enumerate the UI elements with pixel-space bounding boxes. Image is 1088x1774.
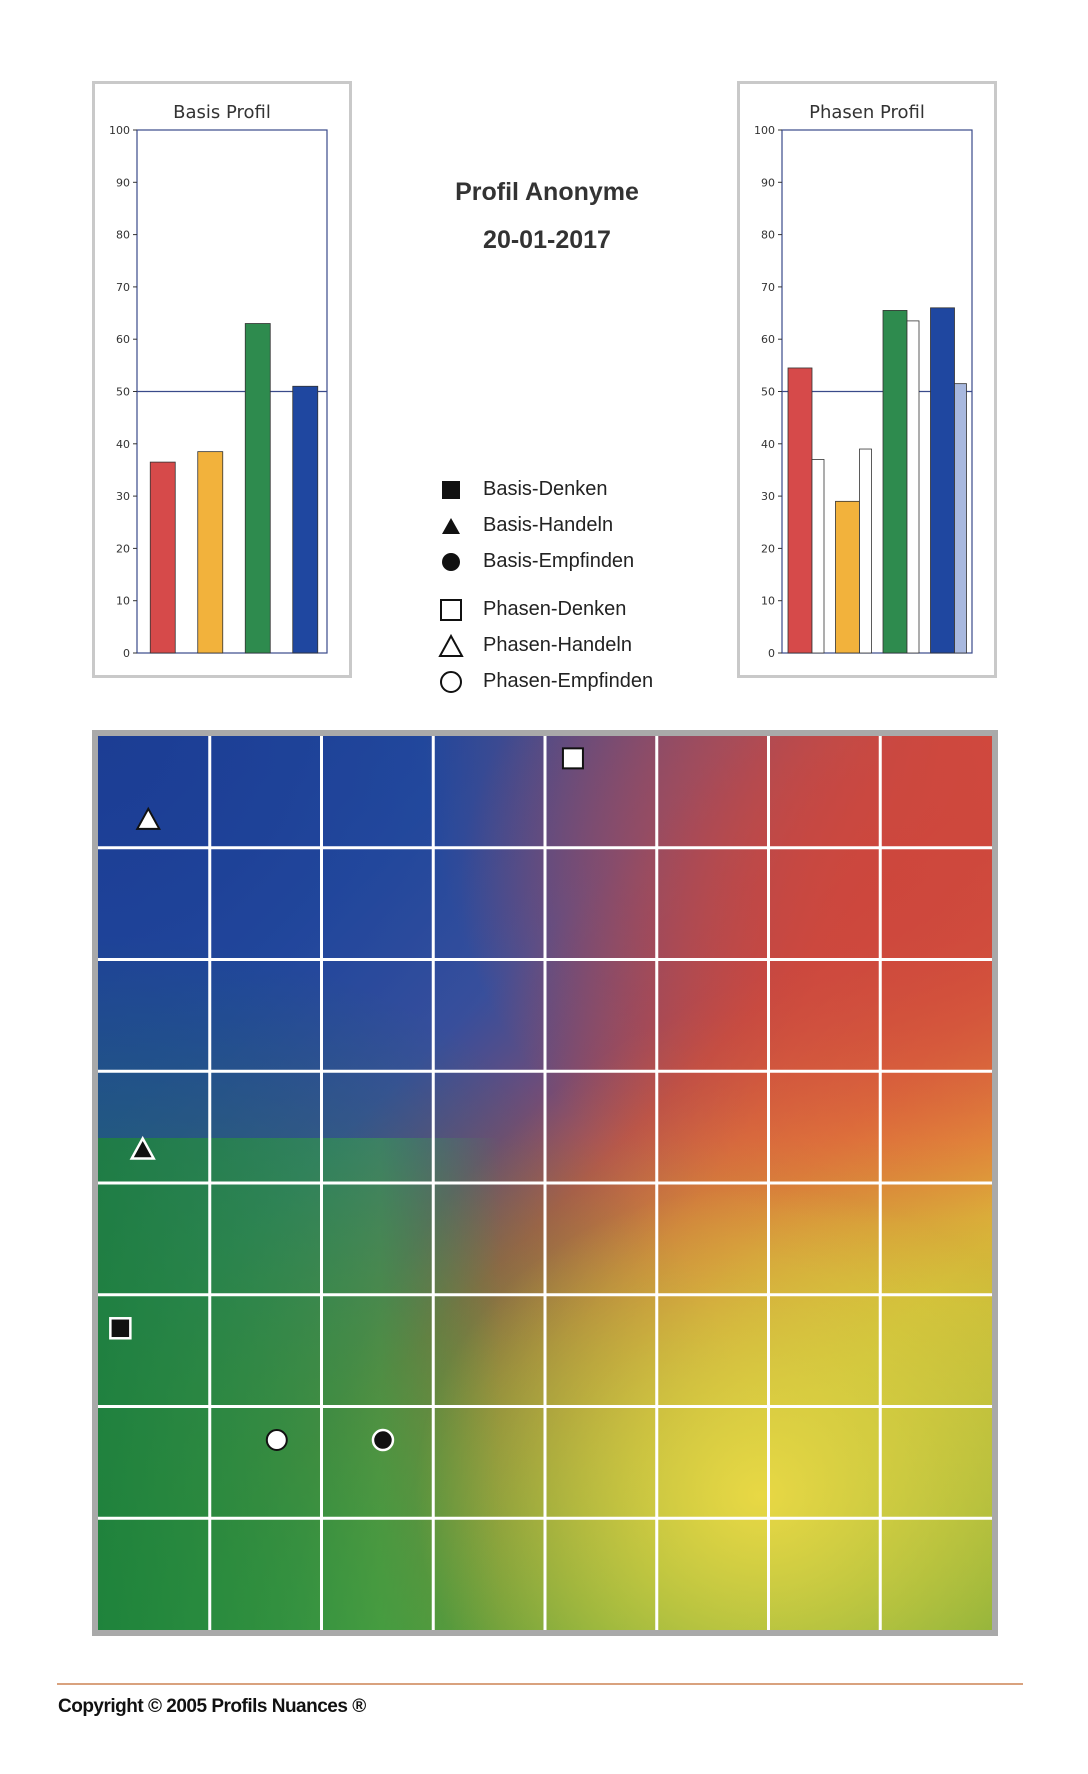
basis-profil-svg: Basis Profil 0 10 20 30 40 50 60 70 80 90 100 [109, 102, 328, 660]
y-tick-label: 30 [116, 490, 130, 503]
y-tick-label: 10 [761, 595, 775, 608]
bar [292, 385, 319, 654]
y-tick-label: 90 [116, 176, 130, 189]
marker-basis-denken [109, 1317, 132, 1340]
copyright-text: Copyright © 2005 Profils Nuances ® [58, 1696, 366, 1717]
bar [882, 310, 908, 654]
marker-basis-handeln [129, 1135, 156, 1160]
y-tick-label: 20 [116, 542, 130, 555]
legend-label: Basis-Handeln [483, 514, 614, 536]
y-tick-label: 30 [761, 490, 775, 503]
profile-date: 20-01-2017 [483, 226, 611, 254]
legend-item-phasen-empfinden: Phasen-Empfinden [438, 669, 698, 695]
y-tick-label: 50 [761, 386, 775, 399]
y-tick-label: 0 [123, 647, 130, 660]
filled-circle-icon [442, 553, 460, 571]
y-tick-label: 80 [761, 229, 775, 242]
marker-phasen-empfinden [265, 1429, 288, 1452]
marker-phasen-handeln [135, 806, 161, 830]
phase-bar [811, 459, 825, 654]
y-tick-label: 60 [116, 333, 130, 346]
legend-label: Phasen-Empfinden [483, 670, 654, 692]
y-tick-label: 0 [768, 647, 775, 660]
marker-basis-empfinden [371, 1428, 395, 1452]
y-tick-label: 100 [754, 124, 775, 137]
marker-phasen-denken [561, 747, 584, 770]
y-tick-label: 90 [761, 176, 775, 189]
y-tick-label: 70 [116, 281, 130, 294]
y-tick-label: 40 [761, 438, 775, 451]
y-tick-label: 10 [116, 595, 130, 608]
y-tick-label: 70 [761, 281, 775, 294]
open-circle-icon [440, 671, 462, 693]
bar [244, 323, 271, 654]
legend-item-basis-empfinden: Basis-Empfinden [438, 549, 698, 575]
phasen-profil-chart: Phasen Profil 0 10 20 30 40 50 60 70 80 90 100 [737, 81, 997, 678]
bar [835, 500, 860, 654]
phase-bar [859, 448, 872, 654]
bar [787, 367, 813, 654]
legend-item-basis-handeln: Basis-Handeln [438, 513, 698, 539]
footer-divider [57, 1683, 1023, 1685]
legend-label: Basis-Empfinden [483, 550, 635, 572]
y-tick-label: 40 [116, 438, 130, 451]
bar [930, 307, 955, 654]
y-tick-label: 20 [761, 542, 775, 555]
phase-bar [954, 383, 967, 654]
legend-item-phasen-denken: Phasen-Denken [438, 597, 698, 623]
filled-square-icon [442, 481, 460, 499]
legend-label: Phasen-Handeln [483, 634, 632, 656]
bar [149, 461, 176, 654]
bar [197, 451, 224, 654]
basis-profil-chart: Basis Profil 0 10 20 30 40 50 60 70 80 90 100 [92, 81, 352, 678]
filled-triangle-icon [442, 518, 460, 534]
legend-item-basis-denken: Basis-Denken [438, 477, 698, 503]
legend-item-phasen-handeln: Phasen-Handeln [438, 633, 698, 659]
legend-label: Phasen-Denken [483, 598, 627, 620]
profile-title: Profil Anonyme [455, 178, 639, 206]
legend-label: Basis-Denken [483, 478, 608, 500]
chart-title: Phasen Profil [809, 102, 925, 123]
phasen-profil-svg: Phasen Profil 0 10 20 30 40 50 60 70 80 90 100 [754, 102, 973, 660]
profile-map-frame [92, 730, 998, 1636]
y-tick-label: 100 [109, 124, 130, 137]
y-tick-label: 60 [761, 333, 775, 346]
profile-map-svg [98, 736, 992, 1630]
chart-title: Basis Profil [173, 102, 271, 123]
profile-color-map [98, 736, 992, 1630]
y-tick-label: 80 [116, 229, 130, 242]
y-tick-label: 50 [116, 386, 130, 399]
open-square-icon [440, 599, 462, 621]
phase-bar [906, 320, 920, 654]
open-triangle-icon [438, 633, 464, 657]
